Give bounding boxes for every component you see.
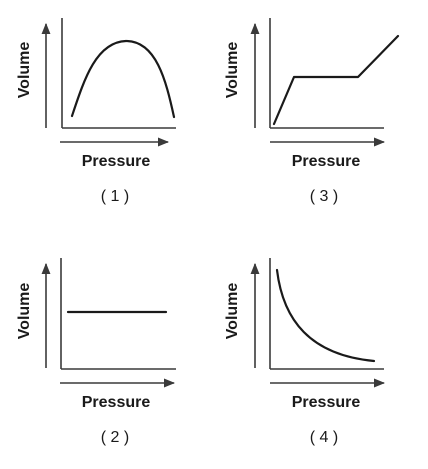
- graph-3-xlabel: Pressure: [292, 153, 361, 170]
- graph-3-ylabel: Volume: [224, 42, 241, 99]
- graph-1: Volume Pressure ( 1 ): [16, 18, 176, 205]
- graph-4-number: ( 4 ): [310, 429, 338, 446]
- graph-1-xlabel: Pressure: [82, 153, 151, 170]
- graph-1-ylabel: Volume: [16, 42, 33, 99]
- graph-3-number: ( 3 ): [310, 188, 338, 205]
- graph-4-curve: [275, 268, 376, 363]
- graph-4-ylabel: Volume: [224, 283, 241, 340]
- graph-4: Volume Pressure ( 4 ): [224, 258, 386, 446]
- graph-4-xlabel: Pressure: [292, 394, 361, 411]
- graph-3: Volume Pressure ( 3 ): [224, 18, 400, 205]
- graph-3-curve: [272, 34, 400, 126]
- graph-2-number: ( 2 ): [101, 429, 129, 446]
- graph-2: Volume Pressure ( 2 ): [16, 258, 176, 446]
- graph-2-ylabel: Volume: [16, 283, 33, 340]
- graph-1-curve: [70, 39, 176, 119]
- graph-2-xlabel: Pressure: [82, 394, 151, 411]
- graph-1-number: ( 1 ): [101, 188, 129, 205]
